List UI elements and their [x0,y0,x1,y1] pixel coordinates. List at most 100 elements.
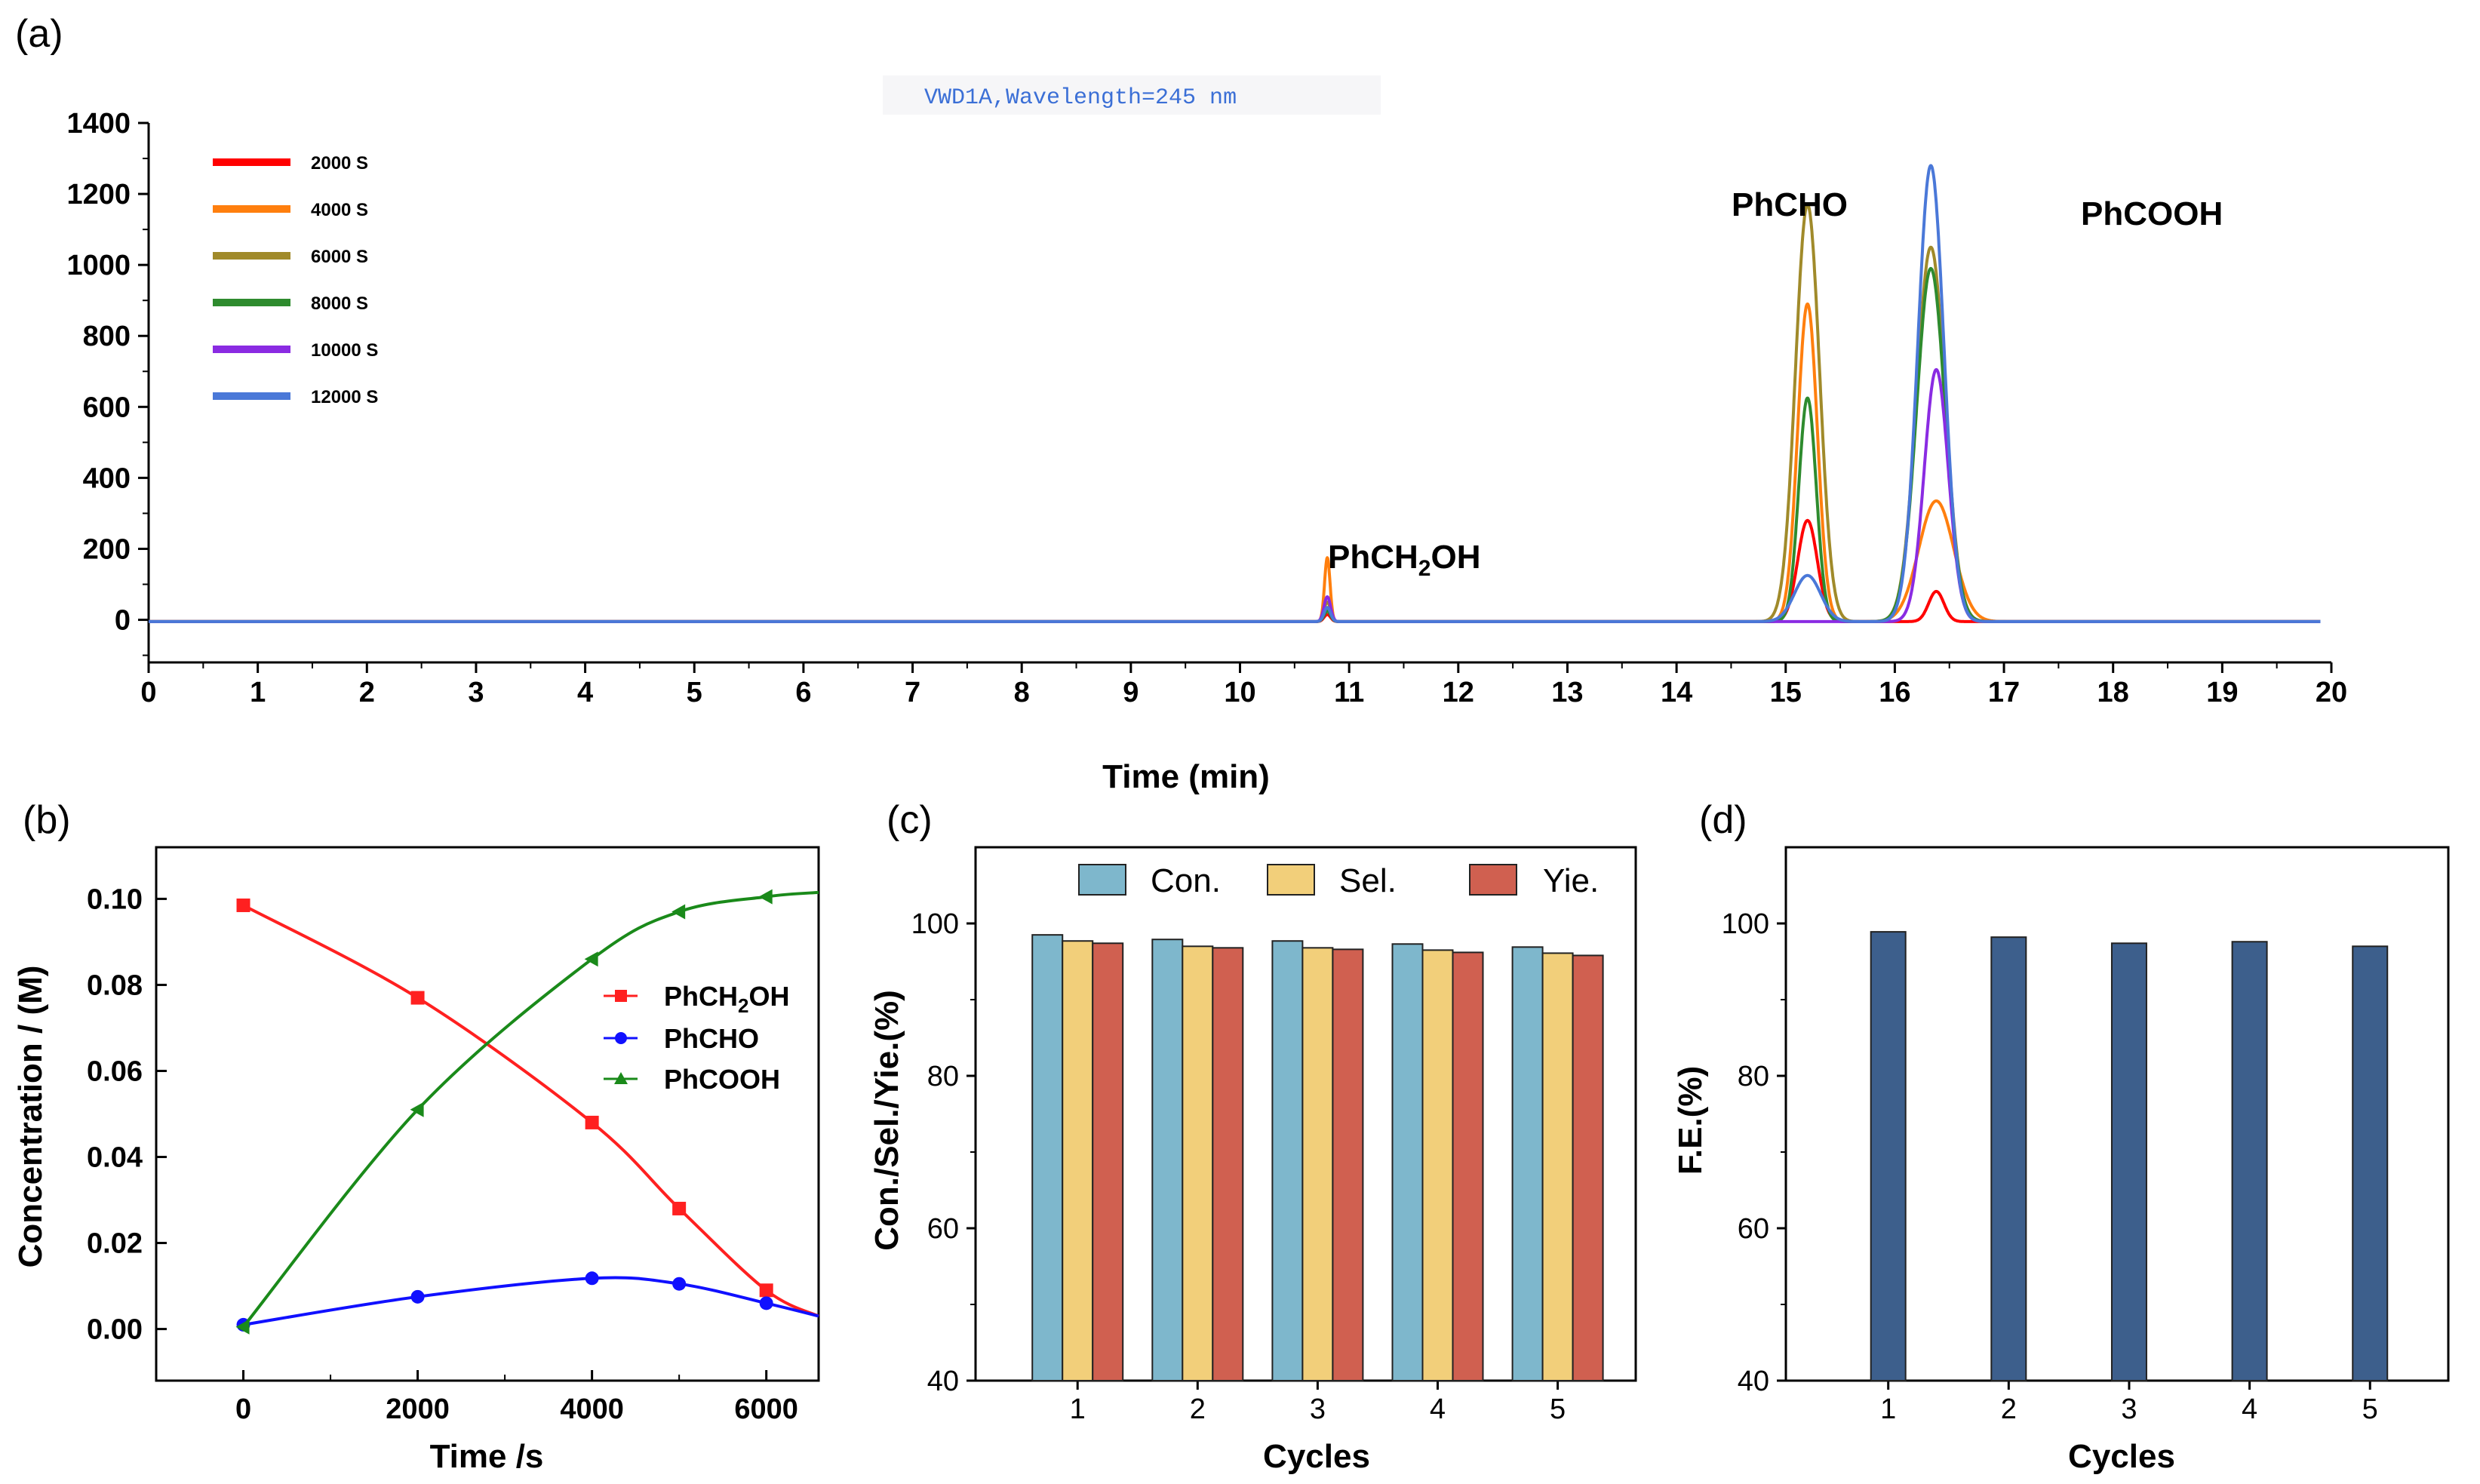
legend-b-marker-phcho [615,1032,627,1044]
chart-c-bar [1062,940,1094,1381]
chart-a-xtick-label: 7 [905,677,920,708]
chart-b-frame [155,846,820,1382]
chart-d-xtick-label: 5 [2362,1393,2378,1425]
peak-label-phch2oh-tail: OH [1431,539,1480,576]
chart-d-xtick-label: 1 [1880,1393,1896,1425]
chart-c-xtick-label: 2 [1190,1393,1206,1425]
chart-c-bar [1332,948,1364,1381]
chart-a-xtick-label: 15 [1770,677,1802,708]
chart-b-ytick-label: 0.08 [87,969,143,1001]
chart-d-xtick-label: 4 [2242,1393,2257,1425]
chart-d-bar [1990,936,2027,1382]
chart-a-xtick-label: 12 [1443,677,1474,708]
peak-label-phcooh: PhCOOH [2081,195,2223,232]
legend-a-label: 6000 S [311,247,368,267]
chromatogram-chart: VWD1A,Wavelength=245 nm 0200400600800100… [66,75,2347,795]
chart-a-ytick-label: 200 [83,533,131,565]
chart-b-series-line [243,1276,819,1326]
chart-c-bar [1541,952,1574,1381]
chart-a-ytick-label: 600 [83,392,131,423]
panel-label-a: (a) [15,12,63,56]
concentration-chart: 0.00 0.02 0.04 0.06 0.08 0.10 0 2000 4000 6000 Ph… [12,846,820,1475]
legend-b-marker-phch2oh [615,990,627,1002]
legend-c-label-con: Con. [1151,862,1221,899]
chart-c-ylabel: Con./Sel./Yie.(%) [868,990,905,1251]
panel-label-d: (d) [1699,798,1747,842]
chart-b-point [759,1283,773,1298]
chart-b-point [585,1115,599,1129]
chart-a-xtick-label: 0 [140,677,156,708]
chart-b-xtick-label: 0 [235,1393,251,1425]
chart-a-xtick-label: 13 [1551,677,1583,708]
chart-b-point [759,1296,773,1310]
chart-b-point [236,898,250,912]
chart-b-xtick-label: 4000 [560,1393,624,1425]
chart-a-series-line [147,367,2322,623]
chart-a-xtick-label: 4 [577,677,593,708]
chart-a-xtick-label: 19 [2206,677,2238,708]
chart-c-legend: Con. Sel. Yie. [1078,862,1599,899]
chart-c-bar [1452,951,1484,1381]
chart-a-xtick-label: 11 [1334,677,1364,708]
chart-a-xtick-label: 2 [359,677,375,708]
chart-c-bar [1391,943,1424,1381]
chart-a-xtick-label: 1 [250,677,266,708]
chart-b-xtick-label: 2000 [386,1393,450,1425]
legend-a-label: 8000 S [311,293,368,314]
legend-b-label-phcho: PhCHO [664,1023,759,1054]
legend-b-phch2oh-sub: 2 [738,994,748,1017]
chart-a-series-line [147,164,2322,623]
chart-a-ytick-label: 1000 [66,250,131,281]
chart-c-ytick-label: 100 [911,908,959,940]
title-box [883,75,1381,115]
chart-b-point [410,1289,425,1304]
chart-d-ytick-label: 60 [1738,1213,1769,1245]
legend-c-swatch-con [1078,864,1126,896]
chart-c-bar [1031,934,1064,1381]
chart-d-ytick-label: 40 [1738,1366,1769,1397]
chart-a-ytick-label: 400 [83,462,131,494]
legend-b-label-phch2oh: PhCH2OH [664,981,789,1017]
legend-c-label-sel: Sel. [1339,862,1397,899]
chart-c-bar [1092,942,1124,1381]
chart-c-bar [1421,949,1454,1381]
chart-a-title: VWD1A,Wavelength=245 nm [924,85,1237,111]
chart-c-bar [1301,947,1334,1381]
chart-a-xtick-label: 5 [687,677,702,708]
chart-a-xtick-label: 17 [1988,677,2020,708]
chart-d-ytick-label: 80 [1738,1061,1769,1092]
chart-b-ytick-label: 0.02 [87,1228,143,1260]
chart-d-bar [2352,945,2389,1382]
chart-b-point [585,1271,599,1286]
chart-a-series-line [147,203,2322,623]
performance-bar-chart: 40 60 80 100 1 2 3 4 5 Con. Sel. Yie. Cycles Con… [868,846,1637,1475]
peak-label-phch2oh: PhCH2OH [1328,539,1480,581]
legend-b-label-phcooh: PhCOOH [664,1064,780,1095]
legend-c-swatch-sel [1267,864,1315,896]
chart-a-series-line [147,302,2322,623]
chart-c-xtick-label: 4 [1430,1393,1446,1425]
chart-b-ylabel: Concentration / (M) [12,966,49,1268]
legend-a-label: 4000 S [311,200,368,220]
chart-c-bar [1182,945,1214,1382]
chart-c-xlabel: Cycles [1263,1438,1370,1475]
chart-c-xtick-label: 1 [1070,1393,1086,1425]
chart-c-ytick-label: 80 [927,1061,959,1092]
chart-d-ylabel: F.E.(%) [1672,1066,1709,1175]
chart-d-bar [1870,931,1907,1381]
chart-a-xtick-label: 14 [1661,677,1692,708]
chart-c-ytick-label: 40 [927,1366,959,1397]
fe-bar-chart: 40 60 80 100 1 2 3 4 5 Cycles F.E.(%) [1672,846,2450,1475]
chart-a-xtick-label: 9 [1123,677,1139,708]
chart-a-xtick-label: 16 [1879,677,1910,708]
chart-a-ytick-label: 1200 [66,179,131,210]
legend-a-label: 2000 S [311,153,368,174]
chart-b-ytick-label: 0.00 [87,1314,143,1346]
chart-a-legend: 2000 S 4000 S 6000 S 8000 S 10000 S 12000 S [213,153,378,407]
chart-a-series-line [147,266,2322,623]
chart-c-xtick-label: 5 [1550,1393,1566,1425]
chart-a-xtick-label: 10 [1224,677,1255,708]
chart-a-xtick-label: 8 [1014,677,1030,708]
chart-d-bar [2110,942,2147,1381]
chart-b-point [584,951,598,967]
